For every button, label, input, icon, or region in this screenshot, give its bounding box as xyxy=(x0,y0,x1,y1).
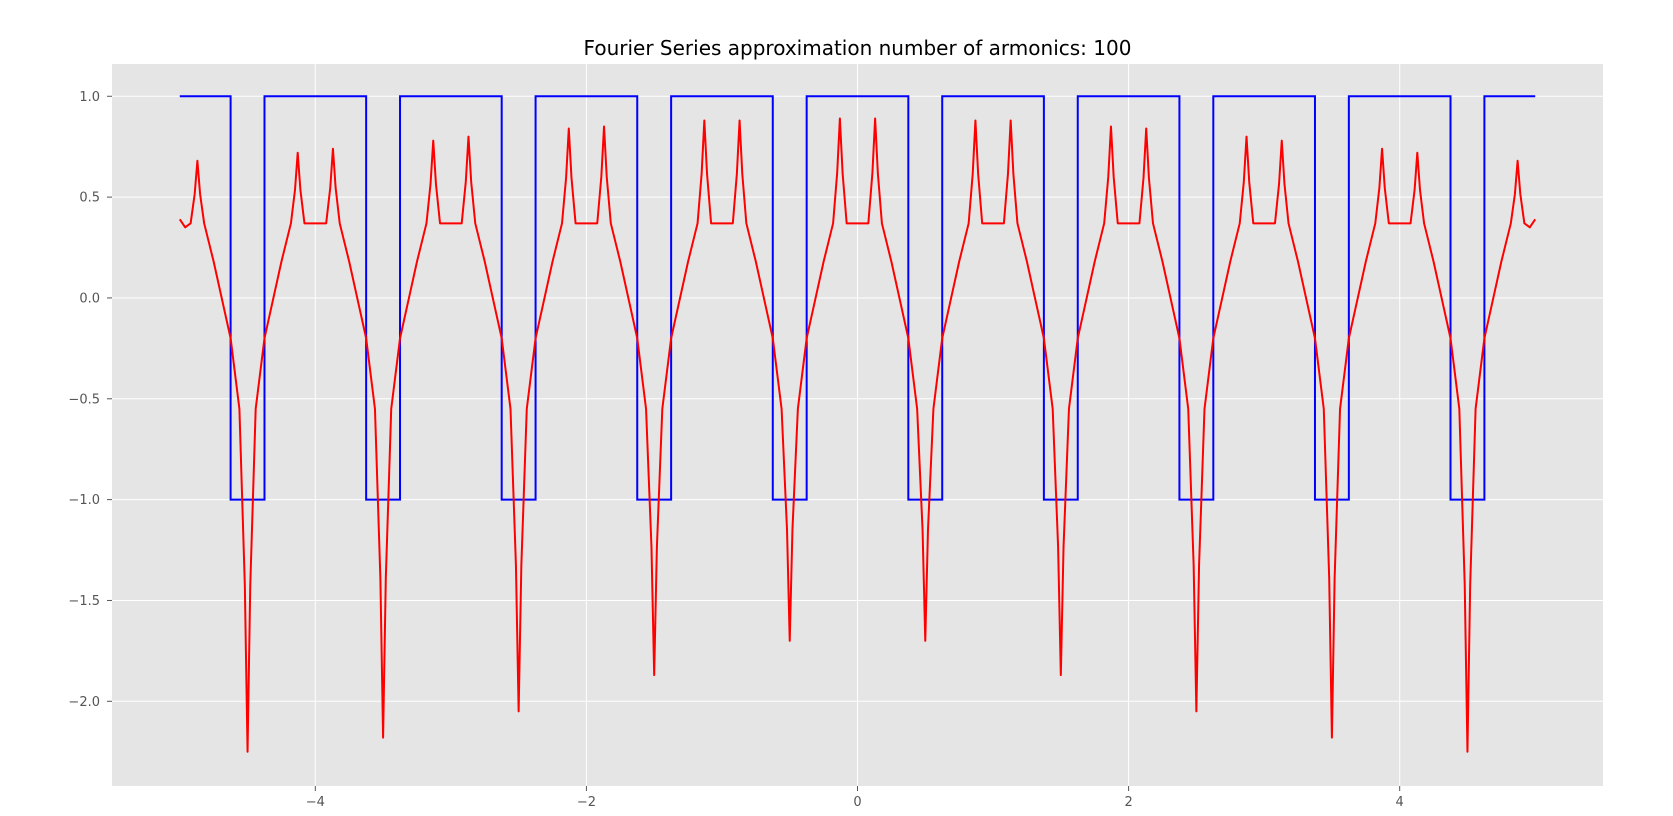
square-wave-line xyxy=(179,95,1536,501)
y-tick-label: −1.0 xyxy=(68,493,100,508)
x-axis: −4 −2 0 2 4 xyxy=(306,786,1404,810)
y-tick-label: 1.0 xyxy=(79,90,100,105)
x-tick-label: 2 xyxy=(1124,795,1132,810)
chart-title: Fourier Series approximation number of a… xyxy=(584,36,1132,60)
y-tick-label: 0.5 xyxy=(79,191,100,206)
x-tick-label: 0 xyxy=(853,795,861,810)
x-tick-label: −2 xyxy=(577,795,596,810)
series-layer xyxy=(178,95,1537,753)
y-tick-label: 0.0 xyxy=(79,291,100,306)
y-axis: 1.0 0.5 0.0 −0.5 −1.0 −1.5 −2.0 xyxy=(68,90,112,710)
x-tick-label: −4 xyxy=(306,795,325,810)
y-tick-label: −0.5 xyxy=(68,392,100,407)
x-tick-label: 4 xyxy=(1396,795,1404,810)
y-tick-label: −1.5 xyxy=(68,594,100,609)
y-tick-label: −2.0 xyxy=(68,695,100,710)
fourier-approximation-line xyxy=(178,117,1537,753)
